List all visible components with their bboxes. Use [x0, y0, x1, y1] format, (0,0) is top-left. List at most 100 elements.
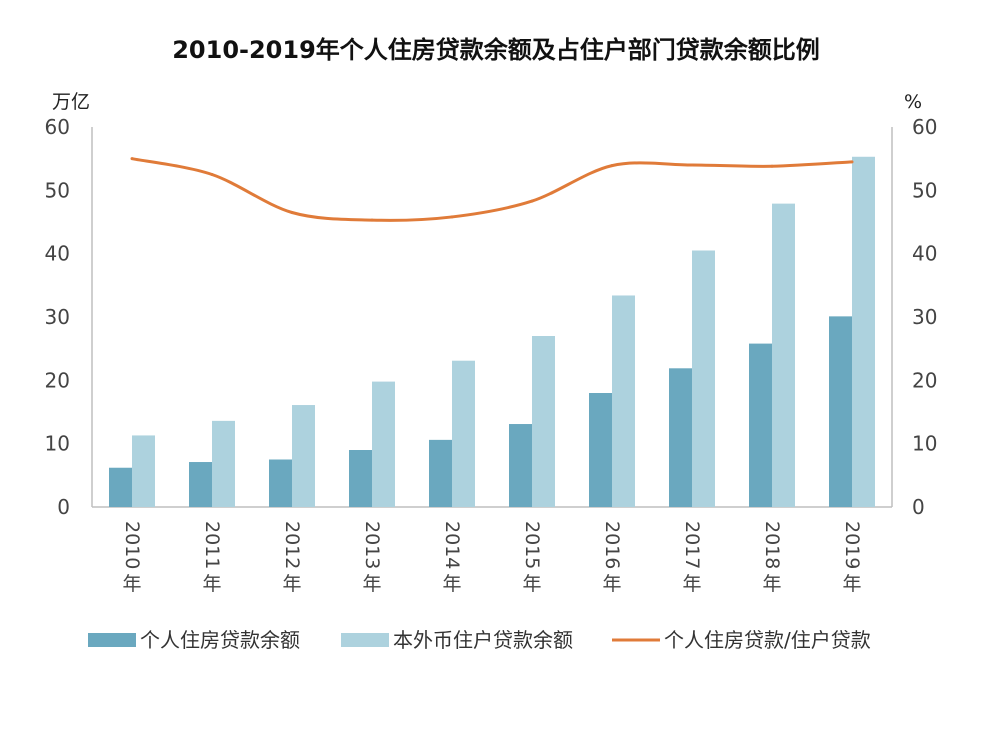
category-suffix-wrap: 年 — [842, 573, 861, 595]
right-tick-label-60: 60 — [912, 115, 937, 139]
legend: 个人住房贷款余额 本外币住户贷款余额 个人住房贷款/住户贷款 — [88, 628, 871, 652]
category-year: 2014 — [441, 521, 463, 569]
legend-swatch-0 — [88, 633, 136, 647]
bar-household-loan-2011 — [212, 420, 235, 507]
ratio-line-path — [131, 157, 853, 222]
category-suffix: 年 — [202, 573, 221, 595]
bar-housing-loan-2017 — [669, 368, 692, 507]
category-suffix-wrap: 年 — [602, 573, 621, 595]
category-suffix: 年 — [602, 573, 621, 595]
bar-housing-loan-2016 — [589, 393, 612, 507]
category-suffix-wrap: 年 — [442, 573, 461, 595]
category-label-2018: 2018 年 — [761, 521, 783, 595]
bar-household-loan-2017 — [692, 250, 715, 507]
left-tick-label-10: 10 — [45, 432, 70, 456]
category-suffix: 年 — [522, 573, 541, 595]
ratio-point-2011 — [210, 173, 214, 176]
bar-housing-loan-2012 — [269, 459, 292, 507]
right-tick-labels: 0 10 20 30 40 50 60 — [912, 115, 937, 519]
chart-title: 2010-2019年个人住房贷款余额及占住户部门贷款余额比例 — [172, 36, 820, 64]
category-suffix: 年 — [682, 573, 701, 595]
category-suffix: 年 — [122, 573, 141, 595]
category-label-2014: 2014 年 — [441, 521, 463, 595]
ratio-point-2014 — [450, 215, 454, 219]
category-year: 2016 — [601, 521, 623, 569]
right-tick-label-10: 10 — [912, 432, 937, 456]
legend-label-2: 个人住房贷款/住户贷款 — [664, 628, 871, 652]
category-suffix: 年 — [362, 573, 381, 595]
right-tick-label-50: 50 — [912, 178, 937, 202]
bar-housing-loan-2019 — [829, 316, 852, 507]
ratio-point-2018 — [770, 164, 774, 168]
left-tick-label-60: 60 — [45, 115, 70, 139]
right-tick-label-30: 30 — [912, 305, 937, 329]
bar-housing-loan-2018 — [749, 343, 772, 507]
bar-housing-loan-2011 — [189, 462, 212, 507]
category-label-2011: 2011 年 — [201, 521, 223, 595]
category-year: 2012 — [281, 521, 303, 569]
category-label-2013: 2013 年 — [361, 521, 383, 595]
ratio-line — [130, 157, 854, 222]
bar-household-loan-2018 — [772, 203, 795, 507]
category-suffix-wrap: 年 — [762, 573, 781, 595]
ratio-point-2015 — [530, 199, 534, 203]
left-tick-label-0: 0 — [57, 495, 70, 519]
ratio-point-2019 — [850, 160, 854, 164]
category-year: 2019 — [841, 521, 863, 569]
bar-housing-loan-2010 — [109, 467, 132, 507]
category-suffix: 年 — [282, 573, 301, 595]
category-suffix-wrap: 年 — [682, 573, 701, 595]
left-axis-unit: 万亿 — [52, 91, 90, 113]
category-year: 2017 — [681, 521, 703, 569]
legend-label-1: 本外币住户贷款余额 — [393, 628, 573, 652]
ratio-point-2010 — [130, 157, 134, 161]
right-axis-unit: % — [904, 91, 922, 113]
left-tick-labels: 0 10 20 30 40 50 60 — [45, 115, 70, 519]
category-label-2016: 2016 年 — [601, 521, 623, 595]
category-label-2010: 2010 年 — [121, 521, 143, 595]
right-tick-label-40: 40 — [912, 242, 937, 266]
bar-household-loan-2019 — [852, 156, 875, 507]
category-labels: 2010 年 2011 年 2012 年 2013 年 2014 年 2015 年 2016 年 2017 年… — [121, 521, 863, 595]
category-suffix-wrap: 年 — [122, 573, 141, 595]
category-suffix-wrap: 年 — [362, 573, 381, 595]
category-year: 2010 — [121, 521, 143, 569]
category-year: 2018 — [761, 521, 783, 569]
left-tick-label-30: 30 — [45, 305, 70, 329]
bar-housing-loan-2014 — [429, 439, 452, 507]
bar-housing-loan-2013 — [349, 450, 372, 507]
category-label-2012: 2012 年 — [281, 521, 303, 595]
ratio-point-2012 — [290, 211, 294, 214]
category-label-2017: 2017 年 — [681, 521, 703, 595]
category-suffix-wrap: 年 — [522, 573, 541, 595]
category-suffix: 年 — [762, 573, 781, 595]
bar-household-loan-2014 — [452, 360, 475, 507]
ratio-point-2016 — [610, 164, 614, 168]
bar-household-loan-2010 — [132, 435, 155, 507]
ratio-point-2017 — [690, 163, 694, 167]
category-suffix-wrap: 年 — [202, 573, 221, 595]
right-tick-label-20: 20 — [912, 368, 937, 392]
category-label-2015: 2015 年 — [521, 521, 543, 595]
bar-household-loan-2012 — [292, 405, 315, 507]
legend-label-0: 个人住房贷款余额 — [140, 628, 300, 652]
left-tick-label-20: 20 — [45, 368, 70, 392]
bar-household-loan-2015 — [532, 336, 555, 507]
left-tick-label-40: 40 — [45, 242, 70, 266]
category-label-2019: 2019 年 — [841, 521, 863, 595]
bar-household-loan-2016 — [612, 295, 635, 507]
category-year: 2011 — [201, 521, 223, 569]
ratio-point-2013 — [370, 218, 374, 222]
left-tick-label-50: 50 — [45, 178, 70, 202]
bars — [109, 156, 875, 507]
bar-housing-loan-2015 — [509, 424, 532, 507]
category-suffix-wrap: 年 — [282, 573, 301, 595]
bar-household-loan-2013 — [372, 381, 395, 507]
category-year: 2015 — [521, 521, 543, 569]
legend-swatch-1 — [341, 633, 389, 647]
right-tick-label-0: 0 — [912, 495, 925, 519]
category-suffix: 年 — [842, 573, 861, 595]
category-year: 2013 — [361, 521, 383, 569]
category-suffix: 年 — [442, 573, 461, 595]
